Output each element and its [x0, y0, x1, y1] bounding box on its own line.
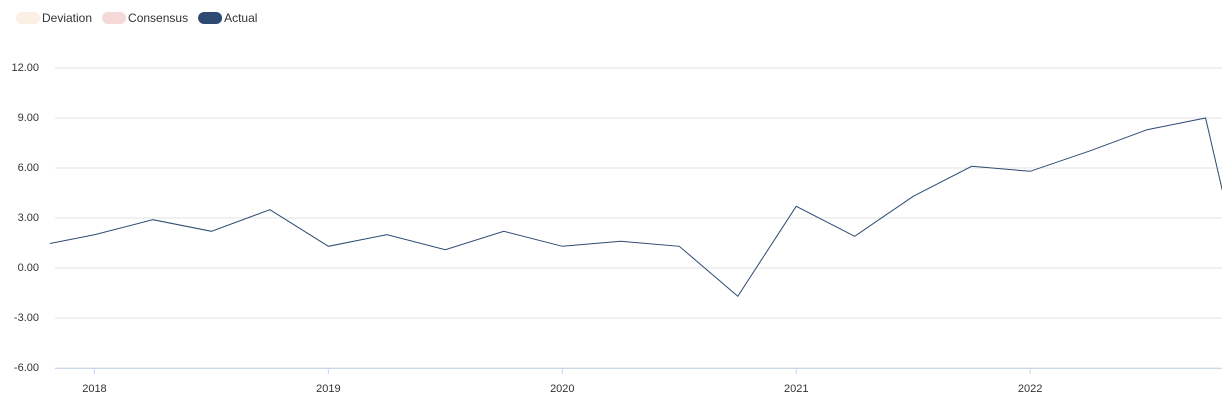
- y-tick-label: 6.00: [18, 162, 39, 174]
- legend-item[interactable]: Consensus: [102, 11, 188, 25]
- plot-area: [50, 117, 1222, 298]
- x-tick-label: 2018: [82, 383, 106, 395]
- axes: 12.00 9.00 6.00 3.00 0.00 -3.00 -6.00 2018 2019 2…: [11, 62, 1222, 395]
- legend-item[interactable]: Actual: [198, 11, 257, 25]
- data-line: [50, 117, 1222, 298]
- legend-label: Consensus: [128, 11, 188, 25]
- x-tick-label: 2022: [1018, 383, 1042, 395]
- y-tick-label: 0.00: [18, 262, 39, 274]
- legend-label: Actual: [224, 11, 257, 25]
- legend-swatch: [102, 12, 127, 24]
- x-tick-label: 2019: [316, 383, 340, 395]
- x-tick-label: 2020: [550, 383, 574, 395]
- legend-swatch: [198, 12, 223, 24]
- y-tick-label: 12.00: [11, 62, 39, 74]
- y-tick-label: -6.00: [14, 362, 39, 374]
- legend-label: Deviation: [42, 11, 92, 25]
- grid: [55, 67, 1222, 369]
- y-tick-label: 9.00: [18, 112, 39, 124]
- legend-swatch: [16, 12, 40, 24]
- x-tick-label: 2021: [784, 383, 808, 395]
- y-tick-label: 3.00: [18, 212, 39, 224]
- y-tick-label: -3.00: [14, 312, 39, 324]
- legend-item[interactable]: Deviation: [16, 11, 92, 25]
- legend: Deviation Consensus Actual: [16, 11, 257, 25]
